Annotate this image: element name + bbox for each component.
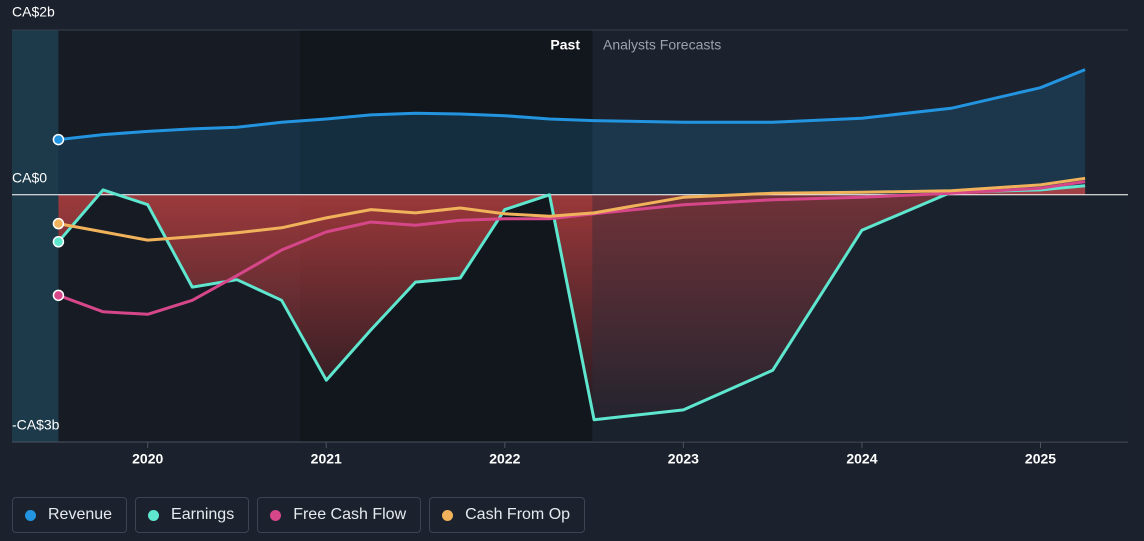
- legend-swatch: [25, 509, 36, 521]
- x-tick-label: 2025: [1025, 451, 1056, 467]
- legend-swatch: [148, 509, 160, 521]
- legend-swatch: [270, 509, 282, 521]
- page: CA$2b CA$0 -CA$3b 2020 2021 2022 2023 2024 2025 P…: [12, 3, 1128, 533]
- legend-item[interactable]: Revenue: [12, 497, 128, 533]
- start-point: [52, 133, 65, 146]
- start-point: [52, 289, 65, 302]
- legend: Revenue Earnings Free Cash Flow Cash From O…: [12, 497, 586, 533]
- x-tick-label: 2023: [668, 451, 699, 467]
- legend-item[interactable]: Cash From Op: [429, 497, 586, 533]
- forecast-label: Analysts Forecasts: [603, 37, 721, 53]
- x-tick-label: 2021: [311, 451, 342, 467]
- chart: CA$2b CA$0 -CA$3b 2020 2021 2022 2023 2024 2025 P…: [12, 4, 1128, 467]
- series-line: [57, 184, 1086, 422]
- x-tick-label: 2020: [132, 451, 163, 467]
- y-tick-label: CA$2b: [12, 4, 55, 20]
- x-tick-label: 2022: [489, 451, 520, 467]
- start-band: [12, 30, 59, 442]
- series-line: [58, 68, 1086, 142]
- forecast-shade: [592, 194, 1128, 442]
- y-tick-label: -CA$3b: [12, 417, 60, 433]
- legend-label: Free Cash Flow: [293, 506, 407, 523]
- series-line: [58, 176, 1086, 242]
- legend-label: Revenue: [48, 506, 113, 523]
- legend-label: Cash From Op: [465, 506, 571, 523]
- past-label: Past: [550, 37, 580, 53]
- legend-label: Earnings: [171, 506, 235, 523]
- legend-swatch: [442, 509, 454, 521]
- legend-item[interactable]: Free Cash Flow: [257, 497, 422, 533]
- start-point: [52, 236, 65, 248]
- x-tick-label: 2024: [846, 451, 877, 467]
- y-tick-label: CA$0: [12, 170, 47, 186]
- start-point: [52, 217, 65, 230]
- series-line: [57, 180, 1086, 316]
- revenue-area: [58, 69, 1086, 195]
- legend-item[interactable]: Earnings: [135, 497, 250, 533]
